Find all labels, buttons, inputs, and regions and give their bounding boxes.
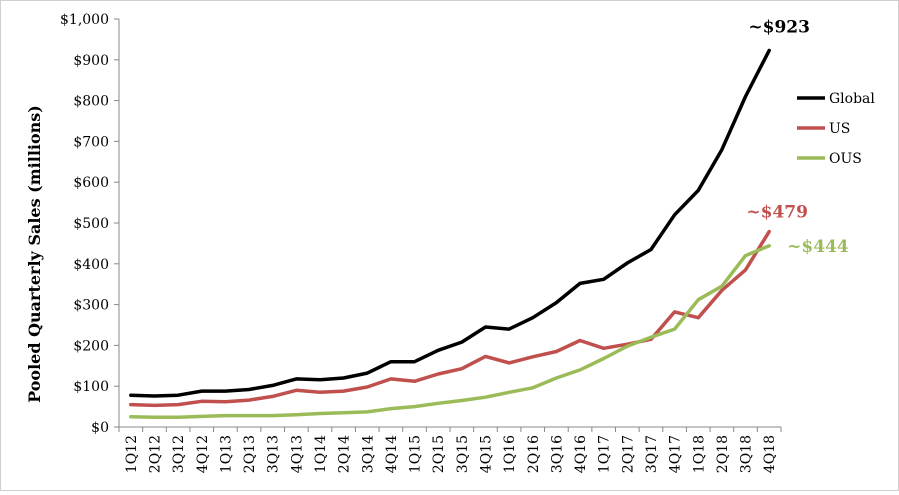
x-tick-label: 4Q17 xyxy=(668,435,684,473)
x-tick-label: 3Q16 xyxy=(549,435,565,473)
y-axis-title: Pooled Quarterly Sales (millions) xyxy=(25,105,44,403)
end-value-annotations: ~$923 ~$479 ~$444 xyxy=(746,17,849,256)
x-tick-label: 1Q13 xyxy=(218,435,234,473)
y-tick-label: $0 xyxy=(91,420,109,436)
legend-label-global: Global xyxy=(829,91,875,107)
series-line-ous xyxy=(129,244,771,419)
x-tick-label: 4Q16 xyxy=(573,435,589,473)
x-tick-label: 4Q12 xyxy=(195,435,211,473)
legend: Global US OUS xyxy=(797,91,875,167)
y-tick-label: $300 xyxy=(73,298,109,314)
y-tick-label: $700 xyxy=(73,134,109,150)
x-tick-label: 2Q16 xyxy=(526,435,542,473)
y-tick-labels: $0 $100 $200 $300 $400 $500 $600 $700 $800 $900 $1… xyxy=(60,12,109,436)
x-tick-label: 3Q18 xyxy=(739,435,755,473)
y-tick-label: $600 xyxy=(73,175,109,191)
x-tick-label: 3Q15 xyxy=(455,435,471,473)
annotation-global: ~$923 xyxy=(748,17,810,37)
x-tick-label: 2Q13 xyxy=(242,435,258,473)
x-tick-label: 1Q18 xyxy=(691,435,707,473)
y-tick-label: $100 xyxy=(73,379,109,395)
legend-label-us: US xyxy=(829,121,850,137)
y-tick-label: $800 xyxy=(73,94,109,110)
x-tick-label: 4Q14 xyxy=(384,435,400,473)
x-tick-label: 1Q12 xyxy=(124,435,140,473)
x-tick-label: 3Q17 xyxy=(644,435,660,473)
annotation-ous: ~$444 xyxy=(787,237,849,257)
y-tick-label: $400 xyxy=(73,257,109,273)
x-tick-label: 3Q12 xyxy=(171,435,187,473)
x-tick-label: 2Q18 xyxy=(715,435,731,473)
series-line-us xyxy=(129,229,771,408)
x-tick-label: 2Q12 xyxy=(147,435,163,473)
y-tick-label: $900 xyxy=(73,53,109,69)
y-tick-label: $1,000 xyxy=(60,12,109,28)
x-tick-label: 4Q13 xyxy=(289,435,305,473)
x-tick-label: 1Q15 xyxy=(408,435,424,473)
x-tick-label: 3Q13 xyxy=(266,435,282,473)
axes xyxy=(114,18,782,432)
series-lines xyxy=(129,48,771,419)
x-tick-label: 2Q17 xyxy=(620,435,636,473)
legend-label-ous: OUS xyxy=(829,151,862,167)
x-tick-label: 4Q18 xyxy=(762,435,778,473)
x-tick-label: 4Q15 xyxy=(478,435,494,473)
x-tick-label: 1Q17 xyxy=(597,435,613,473)
series-line-global xyxy=(129,48,771,398)
x-tick-label: 1Q16 xyxy=(502,435,518,473)
x-tick-label: 2Q14 xyxy=(337,435,353,473)
x-tick-label: 1Q14 xyxy=(313,435,329,473)
y-tick-label: $500 xyxy=(73,216,109,232)
x-tick-label: 2Q15 xyxy=(431,435,447,473)
y-axis-title-group: Pooled Quarterly Sales (millions) xyxy=(25,105,44,403)
y-tick-label: $200 xyxy=(73,338,109,354)
annotation-us: ~$479 xyxy=(746,203,808,223)
x-tick-label: 3Q14 xyxy=(360,435,376,473)
x-tick-labels: 1Q12 2Q12 3Q12 4Q12 1Q13 2Q13 3Q13 4Q13 1Q14 2Q14… xyxy=(124,435,778,473)
